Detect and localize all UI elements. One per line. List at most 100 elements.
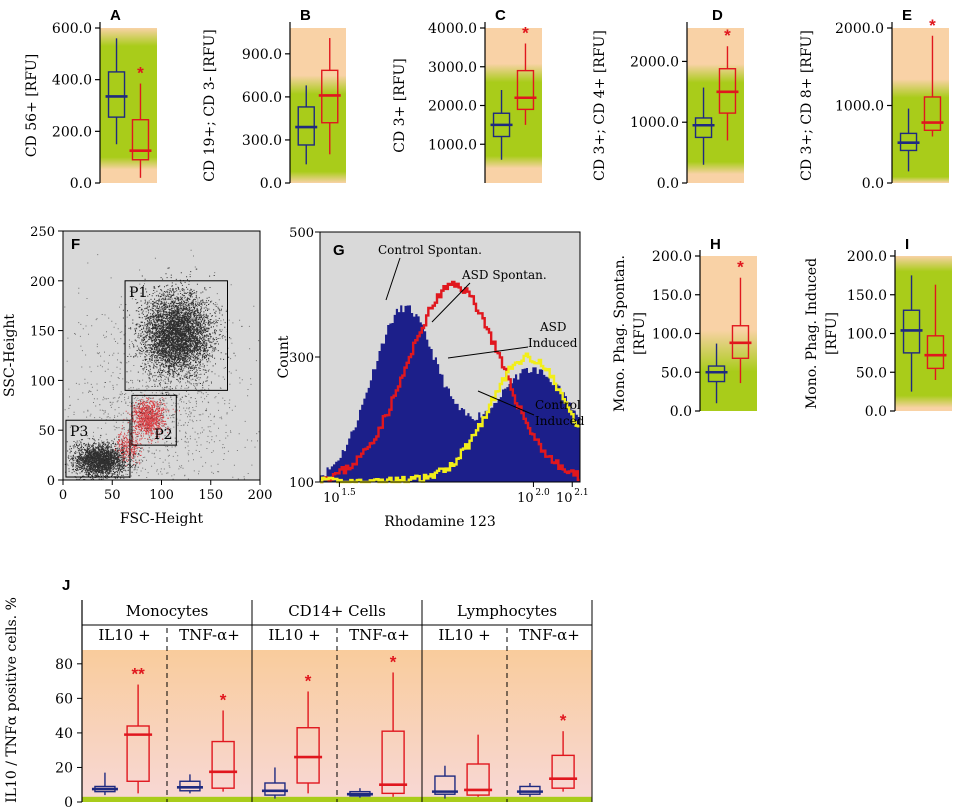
panel-letter: J: [62, 577, 70, 594]
control-box: [431, 765, 458, 799]
x-tick-label: 50: [104, 488, 121, 503]
asd-box: *: [716, 26, 739, 141]
panel-letter: H: [710, 236, 721, 253]
control-box: [897, 108, 920, 172]
gate-label: P1: [129, 285, 147, 301]
y-tick-label: 0.0: [862, 176, 884, 192]
x-tick-label: 10: [556, 491, 573, 506]
plot-background: [892, 28, 949, 183]
y-tick-label: 100.0: [652, 327, 692, 343]
significance-star: *: [522, 24, 529, 43]
y-tick-label: 100: [30, 374, 55, 389]
subgroup-label: TNF-α+: [349, 626, 410, 644]
scatter-points-bridge: [114, 425, 145, 467]
plot-background: [485, 28, 542, 183]
annotation-leader: [385, 257, 401, 301]
histogram-line-asd-spontan-: [320, 280, 580, 484]
y-axis-label: CD 56+ [RFU]: [24, 54, 40, 157]
panel-letter: C: [495, 7, 506, 24]
gate-label: P3: [70, 424, 88, 440]
x-tick-label: 10: [323, 491, 340, 506]
y-tick-label: 0.0: [70, 176, 92, 192]
interquartile-box: [516, 69, 535, 111]
y-tick-label: 150: [30, 325, 55, 340]
y-tick-label: 1000.0: [835, 99, 884, 115]
significance-star: *: [390, 652, 397, 671]
y-tick-label: 600.0: [52, 21, 92, 37]
y-tick-label: 0: [64, 795, 73, 811]
interquartile-box: [107, 71, 126, 118]
y-tick-label: 2000.0: [630, 54, 679, 70]
panel-a: 0.0 200.0 400.0 600.0 CD 56+ [RFU] A *: [24, 7, 157, 192]
interquartile-box: [926, 335, 945, 370]
plot-background: [687, 28, 744, 183]
y-tick-label: 900.0: [242, 47, 282, 63]
group-label: Lymphocytes: [457, 602, 557, 620]
y-axis-label: CD 3+; CD 4+ [RFU]: [592, 30, 608, 181]
panel-d: 0.0 1000.0 2000.0 CD 3+; CD 4+ [RFU] D*: [592, 7, 744, 192]
panel-h: 0.0 50.0 100.0 150.0 200.0 Mono. Phag. Sponta…: [612, 236, 757, 420]
panel-letter: F: [71, 236, 80, 253]
y-tick-label: 200: [30, 275, 55, 290]
y-tick-label: 150.0: [847, 288, 887, 304]
y-tick-label: 150.0: [652, 288, 692, 304]
control-box: [346, 788, 373, 798]
annotation-label: ASD Spontan.: [461, 268, 547, 282]
group-label: CD14+ Cells: [288, 602, 386, 620]
asd-box: *: [209, 690, 238, 792]
control-box: [176, 774, 203, 794]
control-box: [91, 772, 118, 796]
panel-c: 1000.0 2000.0 3000.0 4000.0 CD 3+ [RFU] C *: [392, 7, 542, 183]
gate-p1: [124, 280, 228, 391]
interquartile-box: [264, 782, 286, 796]
scatter-points-p1: [104, 267, 243, 416]
gate-p3: [65, 419, 131, 478]
plot-background: [700, 256, 757, 411]
y-axis-label: CD 19+; CD 3- [RFU]: [202, 29, 218, 182]
panel-letter: D: [712, 7, 723, 24]
control-box: [261, 767, 288, 799]
y-tick-label: 50.0: [856, 365, 887, 381]
interquartile-box: [923, 96, 942, 131]
interquartile-box: [466, 763, 490, 796]
interquartile-box: [707, 365, 726, 383]
y-axis-label: IL10 / TNFα positive cells. %: [4, 597, 20, 803]
y-tick-label: 0.0: [865, 404, 887, 420]
y-tick-label: 2000.0: [835, 21, 884, 37]
plot-background: [895, 256, 952, 411]
panel-e: 0.0 1000.0 2000.0 CD 3+; CD 8+ [RFU] E *: [799, 7, 949, 192]
interquartile-box: [434, 775, 456, 795]
interquartile-box: [211, 740, 235, 789]
y-axis-label: CD 3+; CD 8+ [RFU]: [799, 30, 815, 181]
panel-letter: G: [333, 242, 345, 259]
y-axis-label: Mono. Phag. Spontan.: [612, 255, 628, 412]
asd-box: [464, 734, 493, 797]
annotation-leader: [447, 346, 529, 359]
significance-star: *: [724, 26, 731, 45]
interquartile-box: [131, 119, 150, 161]
asd-box: *: [514, 24, 537, 125]
y-tick-label: 0.0: [657, 176, 679, 192]
subgroup-label: TNF-α+: [179, 626, 240, 644]
x-tick-label: 0: [59, 488, 67, 503]
panel-letter: I: [905, 236, 909, 253]
y-tick-label: 2000.0: [428, 99, 477, 115]
y-tick-label: 4000.0: [428, 21, 477, 37]
x-tick-label: 200: [248, 488, 273, 503]
significance-star: *: [929, 16, 936, 35]
gate-label: P2: [154, 427, 172, 443]
y-tick-label: 100.0: [847, 327, 887, 343]
y-axis-label: Count: [276, 335, 292, 378]
plot-background: [290, 28, 346, 183]
significance-star: *: [737, 258, 744, 277]
panel-b: 0.0 300.0 600.0 900.0 CD 19+; CD 3- [RFU] B: [202, 7, 346, 192]
y-tick-label: 80: [55, 657, 73, 673]
interquartile-box: [296, 727, 320, 784]
y-tick-label: 400.0: [52, 73, 92, 89]
x-tick-exponent: 2.0: [535, 488, 550, 498]
x-axis-label: Rhodamine 123: [384, 514, 496, 530]
x-tick-label: 100: [149, 488, 174, 503]
y-tick-label: 0.0: [260, 176, 282, 192]
y-tick-label: 20: [55, 760, 73, 776]
